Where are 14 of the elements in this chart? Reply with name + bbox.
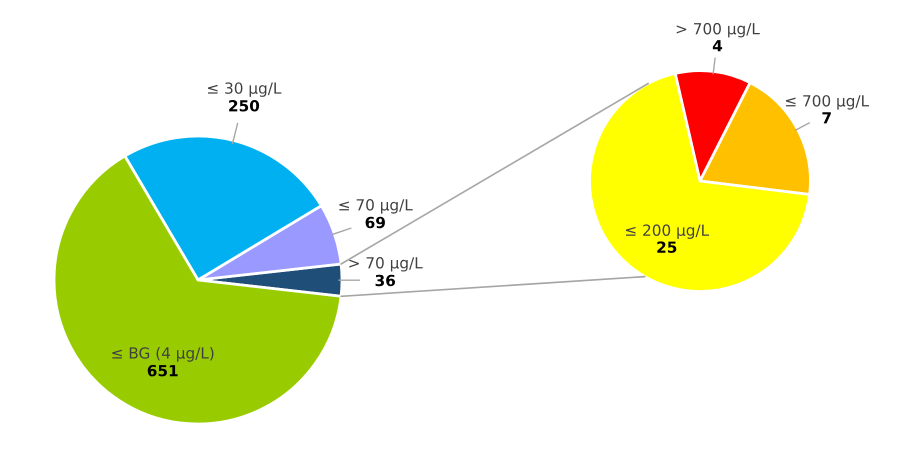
slice-label: ≤ 70 µg/L xyxy=(339,199,413,214)
slice-label: ≤ 200 µg/L xyxy=(626,224,710,239)
slice-label: ≤ BG (4 µg/L) xyxy=(112,346,214,362)
slice-label: > 700 µg/L xyxy=(676,22,760,38)
data-label: 25 xyxy=(657,241,676,253)
slice-label: ≤ 700 µg/L xyxy=(786,95,870,110)
slice-label: ≤ 30 µg/L xyxy=(208,82,282,97)
slice-label: > 70 µg/L xyxy=(349,257,423,272)
data-label: 651 xyxy=(148,364,178,376)
data-label: 7 xyxy=(822,112,831,124)
data-label: 69 xyxy=(366,216,385,228)
data-label: 36 xyxy=(376,274,396,286)
data-label: 4 xyxy=(712,40,722,52)
data-label: 250 xyxy=(229,100,260,112)
